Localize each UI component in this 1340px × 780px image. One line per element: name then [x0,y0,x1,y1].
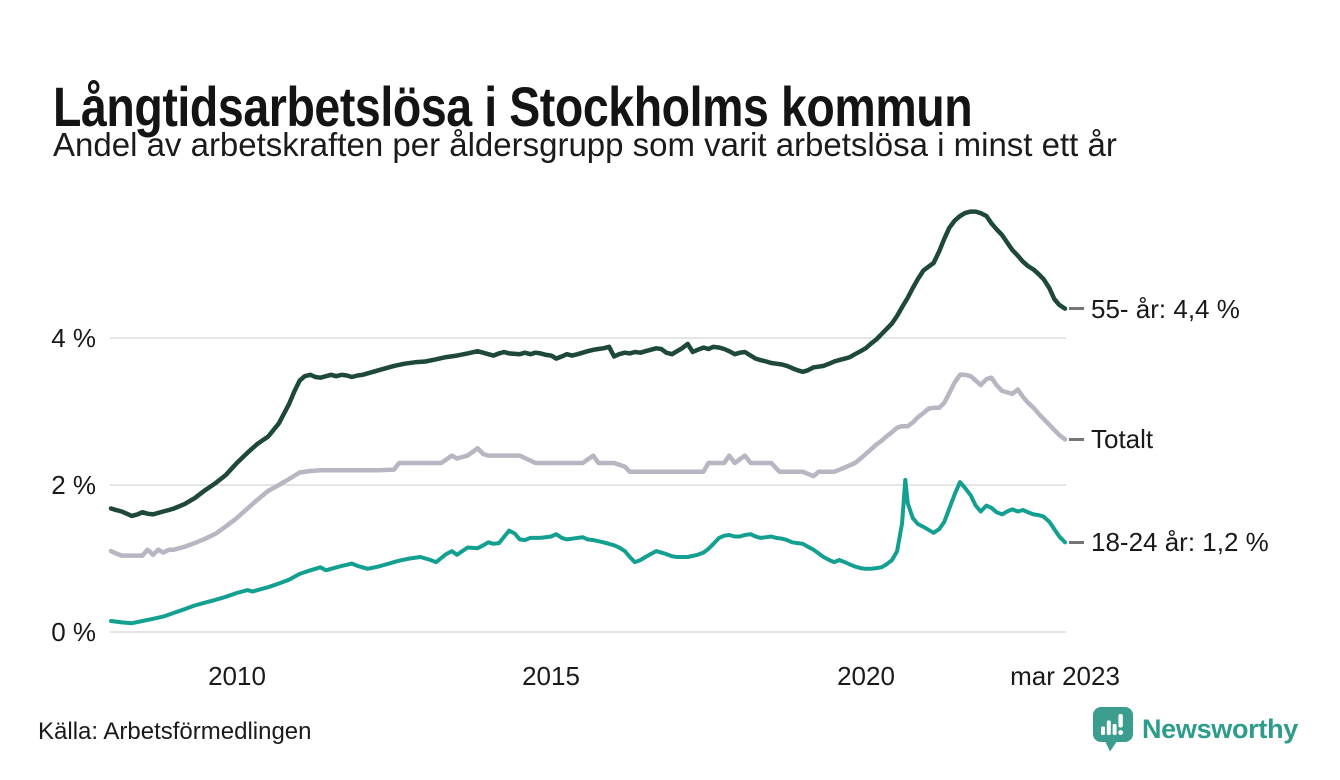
series-label-text: 18-24 år: 1,2 % [1091,527,1269,558]
series-label-text: Totalt [1091,424,1154,455]
y-tick-label: 2 % [51,470,96,500]
series-label-18-24-ar: 18-24 år: 1,2 % [1069,526,1269,558]
page-title: Långtidsarbetslösa i Stockholms kommun [53,74,973,138]
newsworthy-wordmark: Newsworthy [1141,714,1298,744]
line-series-18-24-ar [109,477,1067,626]
newsworthy-branding: Newsworthy [1092,707,1298,752]
y-tick-label: 4 % [51,323,96,353]
series-label-totalt: Totalt [1069,423,1153,455]
page-subtitle: Andel av arbetskraften per åldersgrupp s… [53,126,1117,163]
leader-dash [1069,437,1084,441]
line-series-totalt [108,372,1068,558]
series-label-55-ar: 55- år: 4,4 % [1069,293,1240,325]
newsworthy-speech-bubble-barchart-icon [1092,707,1133,752]
leader-dash [1069,540,1084,544]
source-note: Källa: Arbetsförmedlingen [38,718,312,745]
x-tick-label: 2020 [837,661,895,691]
x-tick-label: mar 2023 [1010,661,1120,691]
line-series-55-ar [108,209,1068,519]
x-tick-label: 2010 [208,661,266,691]
x-tick-label: 2015 [522,661,580,691]
series-label-text: 55- år: 4,4 % [1091,293,1240,324]
leader-dash [1069,307,1084,311]
y-tick-label: 0 % [51,617,96,647]
